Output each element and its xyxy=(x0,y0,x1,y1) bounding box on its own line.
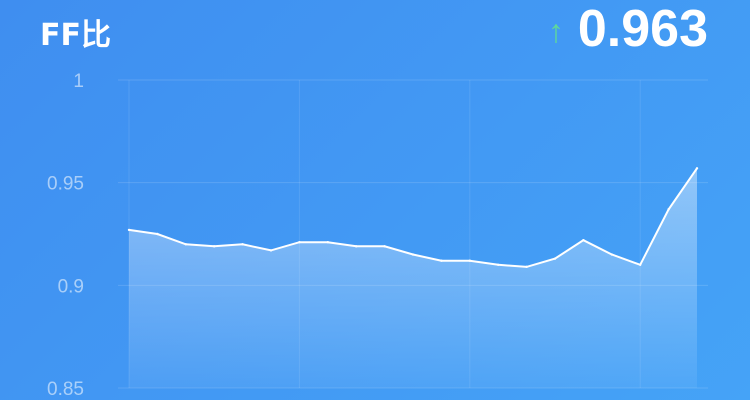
data-point xyxy=(610,253,613,256)
data-points xyxy=(127,167,699,269)
data-point xyxy=(213,245,216,248)
y-tick-label: 0.9 xyxy=(58,276,84,297)
data-point xyxy=(468,259,471,262)
data-point xyxy=(383,245,386,248)
current-value-group: ↑ 0.963 xyxy=(548,2,708,57)
current-value: 0.963 xyxy=(577,0,708,58)
data-point xyxy=(553,257,557,260)
data-point xyxy=(241,243,244,246)
y-tick-label: 0.95 xyxy=(47,174,84,195)
series-area xyxy=(129,168,697,388)
data-point xyxy=(440,259,443,262)
data-point xyxy=(667,208,670,211)
y-axis: 1 0.95 0.9 0.85 xyxy=(47,71,84,400)
data-point xyxy=(326,241,329,244)
data-point xyxy=(639,263,642,266)
data-point xyxy=(582,238,585,242)
data-point xyxy=(411,253,415,256)
data-point xyxy=(298,241,301,244)
data-point xyxy=(355,245,358,248)
data-point xyxy=(525,265,528,269)
data-point xyxy=(127,228,131,232)
y-tick-label: 1 xyxy=(73,71,84,92)
chart-title: FF比 xyxy=(40,18,111,53)
data-point xyxy=(497,263,500,266)
y-tick-label: 0.85 xyxy=(47,379,84,400)
data-point xyxy=(156,232,159,236)
arrow-up-icon: ↑ xyxy=(547,13,564,50)
data-point xyxy=(184,243,187,246)
data-point xyxy=(695,167,699,170)
data-point xyxy=(269,249,273,252)
